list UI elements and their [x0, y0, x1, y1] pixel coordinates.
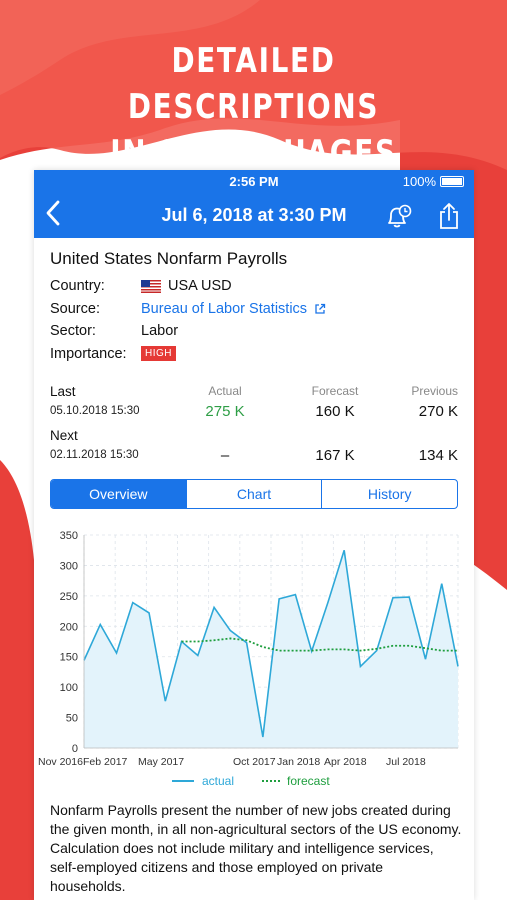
stats-header-next: Next	[50, 426, 458, 444]
importance-label: Importance:	[50, 345, 127, 362]
payrolls-chart: 0 50 100 150 200 250 300 350 Nov 2016 Feb 2017 May…	[34, 525, 474, 795]
reminder-button[interactable]	[384, 204, 414, 235]
external-link-icon	[315, 303, 326, 314]
source-link[interactable]: Bureau of Labor Statistics	[141, 301, 326, 317]
importance-row: Importance: HIGH	[50, 343, 458, 366]
actual-header: Actual	[208, 384, 242, 398]
back-button[interactable]	[46, 200, 60, 233]
tab-overview[interactable]: Overview	[51, 480, 186, 508]
event-title: United States Nonfarm Payrolls	[50, 249, 288, 268]
nav-title: Jul 6, 2018 at 3:30 PM	[161, 205, 347, 225]
next-values-row: 02.11.2018 15:30 – 167 K 134 K	[50, 444, 458, 466]
previous-header: Previous	[411, 384, 458, 398]
country-label: Country:	[50, 278, 105, 295]
next-previous: 134 K	[418, 446, 458, 464]
event-description: Nonfarm Payrolls present the number of n…	[50, 802, 462, 894]
last-actual: 275 K	[205, 402, 245, 420]
country-value: USA USD	[168, 278, 232, 295]
bell-clock-icon	[388, 204, 412, 228]
source-link-text: Bureau of Labor Statistics	[141, 300, 308, 317]
source-row: Source: Bureau of Labor Statistics	[50, 298, 458, 321]
x-tick-label: Jan 2018	[277, 756, 320, 768]
y-tick-label: 200	[60, 621, 78, 633]
nav-bar: Jul 6, 2018 at 3:30 PM	[34, 192, 474, 238]
last-forecast: 160 K	[315, 402, 355, 420]
share-icon	[440, 203, 458, 229]
sector-label: Sector:	[50, 323, 96, 340]
battery-icon	[440, 176, 464, 187]
y-tick-label: 150	[60, 652, 78, 664]
y-tick-label: 350	[60, 530, 78, 542]
y-tick-label: 250	[60, 591, 78, 603]
next-label: Next	[50, 427, 78, 443]
promo-headline: DETAILED DESCRIPTIONS IN 9 LANGUAGES	[0, 38, 507, 176]
status-time: 2:56 PM	[229, 174, 279, 189]
x-tick-label: Feb 2017	[83, 756, 128, 768]
actual-series-line	[83, 549, 459, 738]
next-actual: –	[220, 446, 230, 464]
importance-badge: HIGH	[141, 346, 176, 362]
tab-history[interactable]: History	[321, 480, 457, 508]
tab-chart[interactable]: Chart	[185, 480, 322, 508]
actual-area	[84, 550, 458, 748]
headline-line-1: DETAILED DESCRIPTIONS	[127, 41, 380, 127]
y-tick-label: 300	[60, 560, 78, 572]
x-tick-label: May 2017	[138, 756, 184, 768]
next-forecast: 167 K	[315, 446, 355, 464]
source-label: Source:	[50, 300, 100, 317]
forecast-series-line	[181, 637, 458, 652]
stats-header-last: Last Actual Forecast Previous	[50, 382, 458, 400]
last-date: 05.10.2018 15:30	[50, 405, 140, 417]
x-tick-label: Oct 2017	[233, 756, 276, 768]
stats-table: Last Actual Forecast Previous 05.10.2018…	[50, 382, 458, 466]
next-date: 02.11.2018 15:30	[50, 449, 139, 461]
last-previous: 270 K	[418, 402, 458, 420]
sector-value: Labor	[141, 323, 179, 340]
chart-svg: 0 50 100 150 200 250 300 350 Nov 2016 Feb 2017 May…	[38, 530, 459, 788]
y-tick-label: 0	[72, 743, 78, 755]
legend-forecast-label: forecast	[287, 774, 330, 788]
legend-actual-label: actual	[202, 774, 234, 788]
segmented-tabs: Overview Chart History	[50, 479, 458, 509]
status-bar: 2:56 PM 100%	[34, 170, 474, 192]
y-tick-label: 50	[66, 713, 78, 725]
share-button[interactable]	[438, 202, 460, 235]
forecast-header: Forecast	[311, 384, 359, 398]
country-row: Country: USA USD	[50, 275, 458, 298]
last-values-row: 05.10.2018 15:30 275 K 160 K 270 K	[50, 400, 458, 422]
battery-percent: 100%	[402, 174, 436, 189]
y-tick-label: 100	[60, 682, 78, 694]
headline-line-2: IN 9 LANGUAGES	[110, 133, 397, 173]
phone-screen: 2:56 PM 100% Jul 6, 2018 at 3:30 PM	[34, 170, 474, 900]
x-tick-label: Jul 2018	[386, 756, 426, 768]
battery-indicator: 100%	[403, 174, 464, 189]
x-tick-label: Apr 2018	[324, 756, 367, 768]
x-tick-label: Nov 2016	[38, 756, 83, 768]
us-flag-icon	[141, 279, 161, 293]
sector-row: Sector: Labor	[50, 320, 458, 343]
chevron-left-icon	[46, 200, 60, 226]
last-label: Last	[50, 383, 76, 399]
